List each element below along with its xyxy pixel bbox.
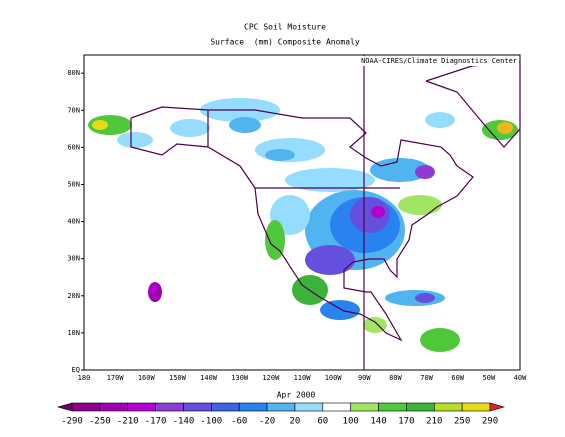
colorbar-label: -210 xyxy=(117,417,139,427)
colorbar-box xyxy=(461,402,491,412)
lon-label: 70W xyxy=(420,374,433,382)
lat-label: 50N xyxy=(67,181,80,189)
title: CPC Soil Moisture xyxy=(244,23,326,32)
colorbar-label: 20 xyxy=(290,417,301,427)
colorbar-label: -140 xyxy=(173,417,195,427)
lon-labels: 180 170W 160W 150W 140W 130W 120W 110W 100W 90W 80… xyxy=(78,374,527,382)
colorbar-box xyxy=(350,402,379,412)
colorbar-label: -100 xyxy=(200,417,222,427)
lon-label: 160W xyxy=(138,374,156,382)
colorbar-box xyxy=(238,402,268,412)
colorbar-box xyxy=(99,402,129,412)
lon-label: 120W xyxy=(262,374,280,382)
lon-label: 60W xyxy=(451,374,464,382)
colorbar-label: -290 xyxy=(61,417,83,427)
colorbar-box xyxy=(211,402,240,412)
subtitle: Surface (mm) Composite Anomaly xyxy=(210,38,359,47)
lon-label: 140W xyxy=(200,374,218,382)
lat-label: 80N xyxy=(67,69,80,77)
lat-label: 40N xyxy=(67,218,80,226)
lon-label: 130W xyxy=(231,374,249,382)
lat-label: 60N xyxy=(67,143,80,151)
colorbar-box xyxy=(433,402,463,412)
colorbar-box xyxy=(155,402,184,412)
colorbar-box xyxy=(406,402,435,412)
lon-label: 90W xyxy=(358,374,371,382)
lon-label: 150W xyxy=(169,374,187,382)
lon-label: 180 xyxy=(78,374,91,382)
colorbar-box xyxy=(183,402,212,412)
colorbar: -290 -250 -210 -170 -140 -100 -60 -20 20 60 100 140… xyxy=(56,402,506,427)
colorbar-label: 210 xyxy=(426,417,442,427)
lon-label: 110W xyxy=(294,374,312,382)
colorbar-box xyxy=(127,402,156,412)
map: NOAA-CIRES/Climate Diagnostics Center xyxy=(83,54,521,371)
colorbar-end xyxy=(56,402,73,412)
colorbar-label: 170 xyxy=(398,417,414,427)
colorbar-box xyxy=(378,402,407,412)
lon-label: 40W xyxy=(514,374,527,382)
lat-label: 70N xyxy=(67,106,80,114)
lat-label: 10N xyxy=(67,329,80,337)
colorbar-label: 250 xyxy=(454,417,470,427)
lon-label: 100W xyxy=(325,374,343,382)
colorbar-label: -60 xyxy=(231,417,247,427)
colorbar-label: 60 xyxy=(317,417,328,427)
colorbar-label: 290 xyxy=(482,417,498,427)
colorbar-box xyxy=(71,402,101,412)
colorbar-end xyxy=(489,402,506,412)
lat-label: 30N xyxy=(67,255,80,263)
colorbar-box xyxy=(322,402,351,412)
credit-box xyxy=(352,56,519,66)
colorbar-label: -170 xyxy=(145,417,167,427)
lon-label: 80W xyxy=(389,374,402,382)
lat-label: 20N xyxy=(67,292,80,300)
colorbar-box xyxy=(266,402,296,412)
colorbar-box xyxy=(294,402,324,412)
lat-label: EQ xyxy=(72,366,80,374)
credit: NOAA-CIRES/Climate Diagnostics Center xyxy=(361,57,517,65)
colorbar-label: 140 xyxy=(370,417,386,427)
colorbar-label: -20 xyxy=(259,417,275,427)
colorbar-label: -250 xyxy=(89,417,111,427)
coastline xyxy=(130,106,474,342)
lat-labels: 80N 70N 60N 50N 40N 30N 20N 10N EQ xyxy=(67,69,84,374)
lon-label: 170W xyxy=(107,374,125,382)
colorbar-label: 100 xyxy=(343,417,359,427)
lon-label: 50W xyxy=(483,374,496,382)
date: Apr 2000 xyxy=(277,391,316,400)
